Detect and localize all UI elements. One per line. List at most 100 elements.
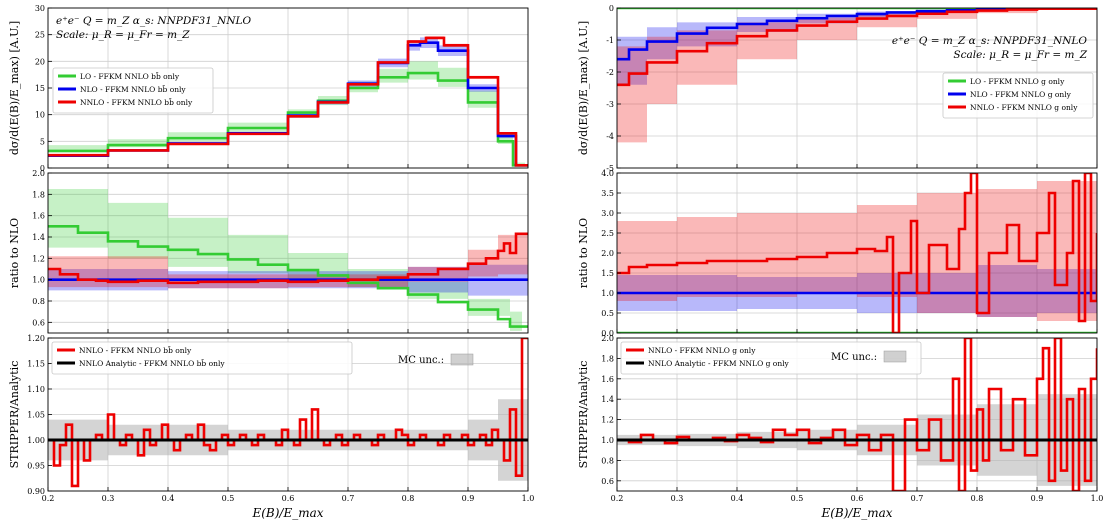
x-tick-label: 0.6 xyxy=(851,494,864,503)
x-tick-label: 1.0 xyxy=(522,494,535,503)
y-tick-label: 4.0 xyxy=(601,169,614,178)
x-tick-label: 0.3 xyxy=(102,494,115,503)
plot-area xyxy=(48,36,528,167)
y-tick-label: 1.10 xyxy=(27,385,45,394)
mc-unc-swatch xyxy=(450,353,474,366)
y-tick-label: 2.0 xyxy=(601,249,614,258)
legend-box xyxy=(52,67,214,114)
legend-entry: LO - FFKM NNLO bb̄ only xyxy=(80,71,180,81)
plot-area xyxy=(617,173,1097,333)
legend-entry: NNLO Analytic - FFKM NNLO bb̄ only xyxy=(79,358,225,368)
plot-area xyxy=(48,189,528,331)
y-tick-label: 3.5 xyxy=(601,189,614,198)
plot-area xyxy=(617,8,1097,143)
y-tick-label: 0.0 xyxy=(601,329,614,338)
series-line-nnlo xyxy=(48,338,528,488)
legend-entry: NNLO - FFKM NNLO bb̄ only xyxy=(80,97,193,107)
y-axis-label: STRIPPER/Analytic xyxy=(8,361,21,469)
x-tick-label: 0.8 xyxy=(402,494,415,503)
legend-box xyxy=(620,341,922,375)
y-tick-label: 25 xyxy=(35,31,45,40)
x-tick-label: 0.8 xyxy=(971,494,984,503)
x-tick-label: 0.9 xyxy=(1031,494,1044,503)
series-line-nnlo xyxy=(48,232,528,285)
panel-L-main: 0 5 10 15 20 25 30 dσ/d(E(B)/E_max) [A.U.] e⁺e⁻ … xyxy=(8,4,529,173)
y-tick-label: 1.0 xyxy=(601,289,614,298)
y-tick-label: -4 xyxy=(606,132,614,141)
y-tick-label: 0.8 xyxy=(32,297,45,306)
y-axis-label: ratio to NLO xyxy=(8,218,21,288)
y-tick-label: -5 xyxy=(606,164,614,173)
legend: LO - FFKM NNLO bb̄ only NLO - FFKM NNLO b… xyxy=(52,67,214,114)
x-tick-label: 0.2 xyxy=(611,494,624,503)
y-tick-label: 2.0 xyxy=(32,169,45,178)
series-line-lo xyxy=(48,71,528,167)
series-line-nnlo xyxy=(617,338,1097,491)
y-tick-label: 0 xyxy=(609,4,614,13)
panel-L-ratio: 0.6 0.8 1.0 1.2 1.4 1.6 1.8 2.0 ratio to NLO xyxy=(8,169,529,334)
x-tick-label: 0.6 xyxy=(282,494,295,503)
y-tick-label: 2.5 xyxy=(601,229,614,238)
y-tick-label: 0.6 xyxy=(601,477,614,486)
legend-entry: NNLO - FFKM NNLO g only xyxy=(648,346,756,355)
y-tick-label: 2.0 xyxy=(601,334,614,343)
legend: LO - FFKM NNLO g only NLO - FFKM NNLO g o… xyxy=(942,72,1094,119)
plot-area xyxy=(48,338,528,491)
plot-area xyxy=(617,338,1097,491)
x-tick-label: 1.0 xyxy=(1091,494,1104,503)
y-tick-label: -2 xyxy=(606,68,614,77)
x-tick-label: 0.4 xyxy=(731,494,744,503)
y-axis-label: STRIPPER/Analytic xyxy=(577,361,590,469)
uncertainty-band-lo xyxy=(48,189,522,331)
panel-L-stripper: 0.90 0.95 1.00 1.05 1.10 1.15 1.20 0.2 0.3 0.4 0.5… xyxy=(8,334,535,520)
uncertainty-band-nnlo xyxy=(48,219,528,289)
y-tick-label: 1.2 xyxy=(601,416,614,425)
legend-entry: NLO - FFKM NNLO g only xyxy=(970,90,1072,99)
y-tick-label: 1.00 xyxy=(27,436,45,445)
y-tick-label: 0.95 xyxy=(27,462,45,471)
y-tick-label: 0.8 xyxy=(601,456,614,465)
y-tick-label: 0.90 xyxy=(27,487,45,496)
legend-box xyxy=(51,341,353,375)
mc-unc-label: MC unc.: xyxy=(398,355,444,366)
legend-entry: NNLO - FFKM NNLO bb̄ only xyxy=(79,345,192,355)
y-tick-label: 1.8 xyxy=(32,190,45,199)
legend: NNLO - FFKM NNLO g only NNLO Analytic - F… xyxy=(620,341,922,375)
mc-unc-label: MC unc.: xyxy=(831,352,877,363)
series-line-lo xyxy=(48,225,528,328)
y-tick-label: 1.2 xyxy=(32,254,45,263)
series-line-nnlo xyxy=(48,36,528,167)
y-tick-label: 3.0 xyxy=(601,209,614,218)
y-tick-label: 1.6 xyxy=(601,375,614,384)
y-tick-label: 1.4 xyxy=(601,395,614,404)
y-tick-label: 1.6 xyxy=(32,212,45,221)
x-tick-label: 0.9 xyxy=(462,494,475,503)
y-axis-label: dσ/d(E(B)/E_max) [A.U.] xyxy=(8,21,21,155)
x-tick-label: 0.2 xyxy=(42,494,55,503)
x-axis-label: E(B)/E_max xyxy=(251,506,323,520)
series-line-nnlo xyxy=(617,173,1097,333)
x-tick-label: 0.3 xyxy=(671,494,684,503)
panel-R-stripper: 0.6 0.8 1.0 1.2 1.4 1.6 1.8 2.0 0.2 0.3 0.4 0.5 0.6 0… xyxy=(577,334,1104,520)
y-tick-label: 1.0 xyxy=(601,436,614,445)
y-tick-label: 1.8 xyxy=(601,354,614,363)
legend-entry: LO - FFKM NNLO g only xyxy=(970,77,1065,86)
y-tick-label: 5 xyxy=(40,137,45,146)
annotation-text: e⁺e⁻ Q = m_Z α_s: NNPDF31_NNLO xyxy=(892,35,1087,47)
x-axis-label: E(B)/E_max xyxy=(820,506,892,520)
y-axis-label: ratio to NLO xyxy=(577,218,590,288)
y-tick-label: 0.6 xyxy=(32,318,45,327)
y-tick-label: 15 xyxy=(35,84,45,93)
legend-entry: NNLO - FFKM NNLO g only xyxy=(970,103,1078,112)
y-tick-label: 0.5 xyxy=(601,309,614,318)
legend-box xyxy=(942,72,1094,119)
y-tick-label: 20 xyxy=(35,57,45,66)
y-tick-label: 1.4 xyxy=(32,233,45,242)
legend: NNLO - FFKM NNLO bb̄ only NNLO Analytic -… xyxy=(51,341,353,375)
y-tick-label: 1.0 xyxy=(32,276,45,285)
panel-R-main: -5 -4 -3 -2 -1 0 dσ/d(E(B)/E_max) [A.U.] e⁺e⁻ Q… xyxy=(577,4,1098,173)
x-tick-label: 0.7 xyxy=(342,494,355,503)
y-tick-label: -3 xyxy=(606,100,614,109)
legend-entry: NNLO Analytic - FFKM NNLO g only xyxy=(648,359,790,368)
